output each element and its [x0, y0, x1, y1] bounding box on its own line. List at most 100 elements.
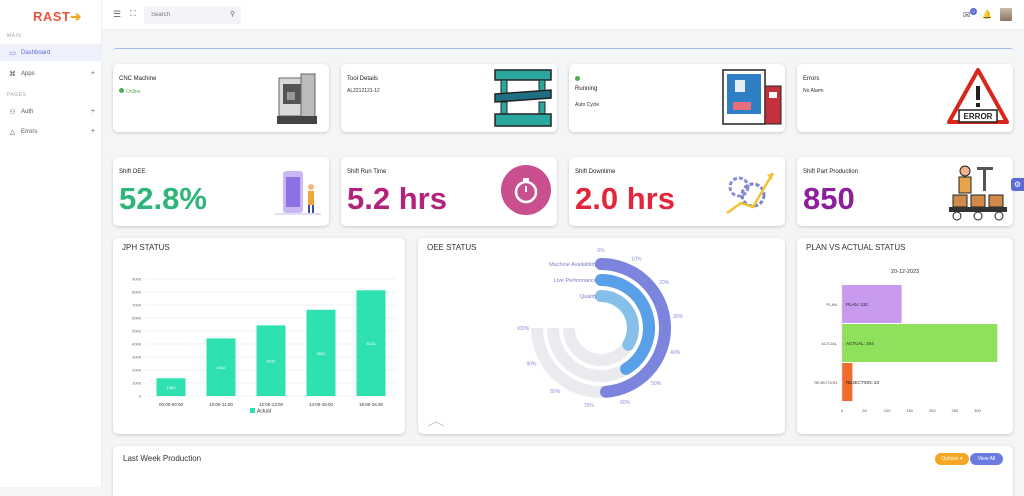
fullscreen-icon[interactable]: ⛶ — [130, 9, 136, 18]
oee-radial-chart: Machine Availability Live Performance Qual… — [427, 248, 684, 427]
mini-sparkline — [427, 421, 445, 427]
bar — [206, 338, 236, 396]
series-label: Machine Availability — [549, 262, 597, 268]
sidebar-item-auth[interactable]: ⚇ Auth + — [0, 103, 102, 120]
radial-tick-label: 0% — [597, 248, 605, 254]
x-tick-label: 50 — [862, 408, 867, 413]
sidebar-item-label: Auth — [21, 108, 34, 115]
sidebar-item-errors[interactable]: △ Errors + — [0, 123, 102, 140]
bar — [356, 290, 386, 396]
card-title: Errors — [803, 76, 820, 82]
x-tick-label: 150 — [906, 408, 913, 413]
alert-icon: △ — [9, 128, 16, 136]
sidebar-item-label: Apps — [21, 70, 35, 77]
oee-status-panel: OEE STATUS Machine Availability Live Perf… — [418, 238, 785, 434]
jph-bar-chart: 0 1000 2000 3000 4000 5000 6000 7000 8000 9000 136… — [132, 277, 396, 415]
bell-icon[interactable]: 🔔 — [982, 10, 992, 19]
bar-label: PLAN: 132 — [846, 302, 868, 307]
radial-tick-label: 20% — [659, 280, 670, 286]
data-label: 1363 — [167, 385, 177, 390]
radial-tick-label: 90% — [526, 361, 537, 367]
running-dot-icon — [575, 76, 580, 81]
bar — [842, 285, 902, 323]
gears-chart-icon — [726, 172, 775, 215]
menu-icon[interactable]: ☰ — [113, 9, 122, 19]
y-tick-label: 7000 — [132, 303, 142, 308]
sidebar: RAST➔ MAIN ▭ Dashboard ⌘ Apps + PAGES ⚇ Auth… — [0, 0, 102, 487]
monitor-icon: ▭ — [9, 49, 16, 57]
panel-title: JPH STATUS — [122, 243, 170, 252]
cnc-machine-icon — [277, 73, 317, 124]
x-tick-label: 0 — [841, 408, 844, 413]
sidebar-item-label: Dashboard — [21, 49, 51, 56]
3d-printer-icon — [722, 69, 782, 125]
radial-bar — [595, 258, 671, 398]
avatar[interactable] — [1000, 8, 1012, 21]
chart-subtitle: 20-12-2023 — [891, 269, 919, 275]
options-button[interactable]: Options ▾ — [935, 453, 969, 465]
data-label: 8131 — [367, 341, 377, 346]
y-tick-label: 9000 — [132, 277, 142, 282]
y-tick-label: 8000 — [132, 290, 142, 295]
shift-downtime-card: Shift Downtime 2.0 hrs — [569, 157, 785, 226]
sidebar-item-apps[interactable]: ⌘ Apps + — [0, 65, 102, 82]
search-input[interactable] — [151, 12, 221, 18]
error-label: ERROR — [964, 112, 993, 121]
data-label: 6632 — [317, 351, 327, 356]
card-title: Shift Downtime — [575, 169, 616, 175]
radial-tick-label: 10% — [631, 257, 642, 263]
y-category-label: ACTUAL — [821, 341, 838, 346]
bar — [306, 309, 336, 396]
kpi-value: 5.2 hrs — [347, 181, 447, 216]
brand-logo[interactable]: RAST➔ — [33, 9, 82, 24]
x-tick-label: 250 — [952, 408, 959, 413]
x-tick-label: 10:00-11:00 — [209, 402, 233, 407]
plus-icon: + — [90, 128, 95, 135]
x-tick-label: 00:00-00:00 — [159, 402, 184, 407]
sidebar-item-label: Errors — [21, 128, 38, 135]
radial-bar — [595, 290, 639, 351]
alarm-status: No Alarm — [803, 88, 824, 94]
card-title: Shift Part Production — [803, 169, 859, 175]
card-title: Shift Run Time — [347, 169, 387, 175]
mail-icon[interactable]: ✉ — [963, 10, 971, 20]
x-tick-label: 12:00-13:00 — [259, 402, 284, 407]
y-tick-label: 0 — [139, 394, 142, 399]
plus-icon: + — [90, 108, 95, 115]
sidebar-item-dashboard[interactable]: ▭ Dashboard — [0, 44, 102, 61]
bar-label: ACTUAL: 344 — [846, 341, 874, 346]
jph-status-panel: JPH STATUS 0 1000 2000 3000 4000 5000 6000 7000… — [113, 238, 405, 434]
nav-section-main: MAIN — [7, 33, 22, 39]
legend-marker — [250, 408, 255, 413]
x-tick-label: 300 — [974, 408, 981, 413]
radial-tick-label: 100% — [517, 326, 530, 332]
press-tool-icon — [494, 69, 552, 127]
kpi-value: 52.8% — [119, 181, 207, 216]
settings-gear-icon[interactable]: ⚙ — [1011, 178, 1024, 191]
notification-badge: 0 — [970, 8, 977, 15]
plus-icon: + — [90, 70, 95, 77]
panel-title: OEE STATUS — [427, 243, 477, 252]
y-tick-label: 5000 — [132, 329, 142, 334]
radial-tick-label: 40% — [670, 350, 681, 356]
cnc-machine-card: CNC Machine Online — [113, 64, 329, 132]
top-accent-strip — [113, 48, 1013, 51]
user-add-icon: ⚇ — [9, 108, 16, 116]
command-icon: ⌘ — [9, 70, 16, 78]
nav-section-pages: PAGES — [7, 92, 27, 98]
radial-tick-label: 70% — [584, 403, 595, 409]
bar — [842, 324, 998, 362]
error-warning-icon: ERROR — [947, 68, 1009, 124]
search-icon[interactable]: ⚲ — [229, 11, 235, 18]
x-tick-label: 14:00-15:00 — [309, 402, 334, 407]
radial-tick-label: 50% — [651, 381, 662, 387]
card-title: Shift OEE — [119, 169, 146, 175]
stopwatch-icon — [501, 165, 551, 215]
cycle-mode: Auto Cycle — [575, 102, 600, 108]
y-category-label: PLAN — [827, 302, 838, 307]
card-title: Running — [575, 86, 598, 92]
plan-vs-actual-panel: PLAN VS ACTUAL STATUS 20-12-2023 PLAN: 13… — [797, 238, 1013, 434]
data-label: 5432 — [267, 359, 277, 364]
view-all-button[interactable]: View All — [970, 453, 1003, 465]
radial-tick-label: 80% — [550, 389, 561, 395]
